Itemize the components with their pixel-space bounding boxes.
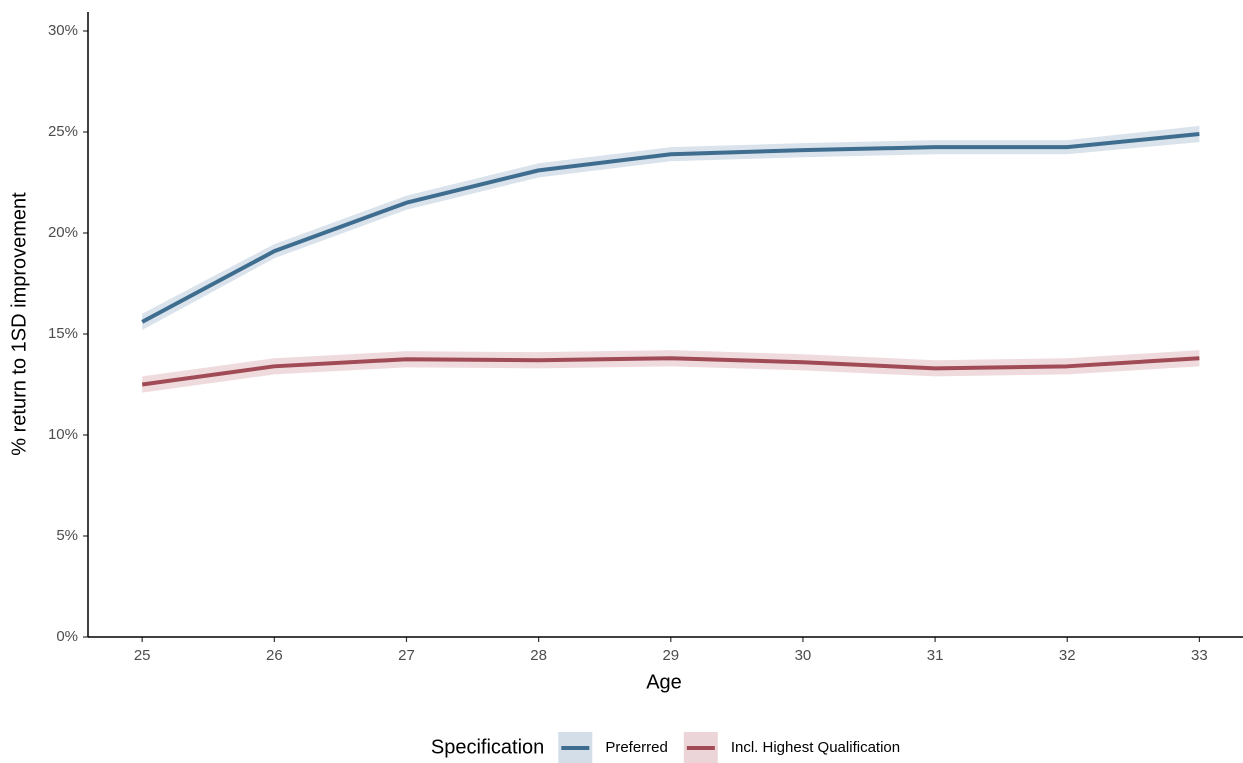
x-tick-label: 33 — [1191, 647, 1208, 664]
series-line — [141, 132, 1200, 324]
x-tick-label: 27 — [398, 647, 415, 664]
x-tick-label: 28 — [530, 647, 547, 664]
y-tick-label: 30% — [48, 22, 78, 39]
legend-title: Specification — [431, 736, 544, 758]
legend-label: Preferred — [605, 739, 668, 756]
y-tick-label: 25% — [48, 123, 78, 140]
x-tick-label: 32 — [1059, 647, 1076, 664]
x-tick-label: 26 — [266, 647, 283, 664]
x-tick-label: 31 — [927, 647, 944, 664]
x-axis-title: Age — [646, 671, 682, 693]
legend-label: Incl. Highest Qualification — [731, 739, 900, 756]
y-tick-label: 10% — [48, 426, 78, 443]
confidence-band — [142, 125, 1200, 330]
series-line — [141, 356, 1200, 387]
x-tick-label: 30 — [795, 647, 812, 664]
y-tick-label: 5% — [56, 527, 78, 544]
y-tick-label: 20% — [48, 224, 78, 241]
x-tick-label: 29 — [662, 647, 679, 664]
x-tick-label: 25 — [134, 647, 151, 664]
y-tick-label: 15% — [48, 325, 78, 342]
y-tick-label: 0% — [56, 628, 78, 645]
y-axis-title: % return to 1SD improvement — [8, 192, 30, 456]
legend: Specification Preferred Incl. Highest Qual… — [431, 732, 900, 763]
